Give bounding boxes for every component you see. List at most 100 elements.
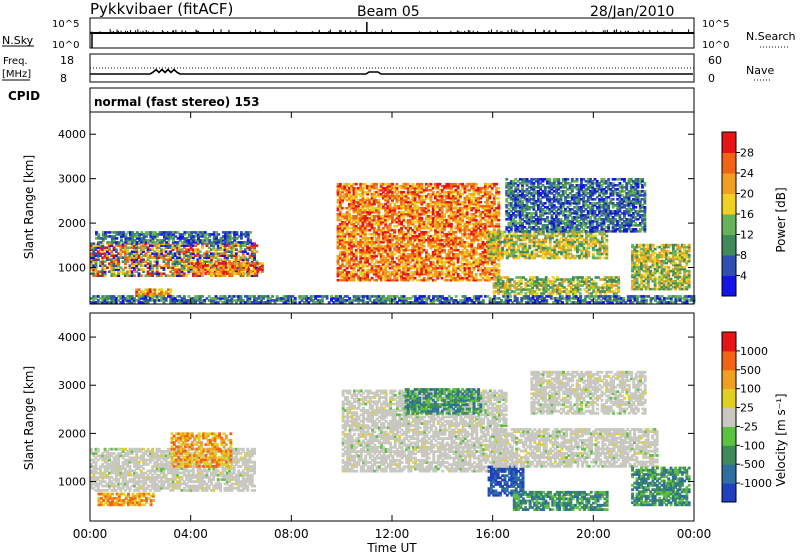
data-cell <box>176 256 179 259</box>
data-cell <box>393 218 397 222</box>
data-cell <box>483 270 487 274</box>
data-cell <box>92 250 96 253</box>
data-cell <box>359 198 363 202</box>
data-cell <box>503 252 507 256</box>
data-cell <box>447 208 451 212</box>
data-cell <box>447 216 451 220</box>
data-cell <box>402 232 406 236</box>
data-cell <box>343 236 347 240</box>
data-cell <box>486 186 489 190</box>
data-cell <box>165 231 169 234</box>
data-cell <box>427 258 431 262</box>
data-cell <box>486 196 489 200</box>
data-cell <box>404 234 408 238</box>
data-cell <box>490 248 494 252</box>
data-cell <box>461 278 465 282</box>
data-cell <box>228 254 232 257</box>
data-cell <box>479 238 483 242</box>
data-cell <box>445 186 449 190</box>
data-cell <box>483 234 487 238</box>
data-cell <box>397 184 401 188</box>
data-cell <box>418 194 422 198</box>
data-cell <box>381 246 385 250</box>
data-cell <box>216 258 220 261</box>
data-cell <box>338 238 342 242</box>
data-cell <box>388 244 392 248</box>
data-cell <box>363 260 367 264</box>
data-cell <box>447 182 451 186</box>
data-cell <box>205 256 209 259</box>
data-cell <box>121 270 125 273</box>
data-cell <box>384 202 388 206</box>
data-cell <box>165 241 169 244</box>
data-cell <box>341 234 345 238</box>
data-cell <box>472 192 476 196</box>
data-cell <box>192 266 196 269</box>
data-cell <box>391 278 394 282</box>
data-cell <box>386 228 390 232</box>
data-cell <box>117 270 121 273</box>
data-cell <box>254 272 257 275</box>
data-cell <box>210 256 213 259</box>
data-cell <box>90 258 93 261</box>
data-cell <box>443 244 446 248</box>
data-cell <box>242 241 246 244</box>
data-cell <box>348 244 351 248</box>
data-cell <box>359 228 363 232</box>
data-cell <box>449 262 453 266</box>
data-cell <box>429 262 433 266</box>
data-cell <box>183 233 187 236</box>
power-data <box>90 178 696 304</box>
data-cell <box>366 270 369 274</box>
data-cell <box>343 274 347 278</box>
data-cell <box>434 186 437 190</box>
data-cell <box>233 272 237 275</box>
data-cell <box>244 250 247 253</box>
data-cell <box>449 270 453 274</box>
data-cell <box>206 264 210 267</box>
data-cell <box>452 184 455 188</box>
data-cell <box>182 274 186 277</box>
data-cell <box>187 254 191 257</box>
data-cell <box>503 240 507 244</box>
data-cell <box>481 264 485 268</box>
data-cell <box>415 210 419 214</box>
data-cell <box>384 232 388 236</box>
data-cell <box>472 188 476 192</box>
data-cell <box>474 184 478 188</box>
data-cell <box>336 258 340 262</box>
data-cell <box>413 246 417 250</box>
data-cell <box>361 252 365 256</box>
data-cell <box>510 254 514 258</box>
data-cell <box>413 188 417 192</box>
data-cell <box>445 218 449 222</box>
data-cell <box>452 218 455 222</box>
data-cell <box>162 244 166 247</box>
data-cell <box>352 228 356 232</box>
data-cell <box>366 224 369 228</box>
data-cell <box>135 252 139 255</box>
data-cell <box>110 260 114 263</box>
data-cell <box>452 254 455 258</box>
data-cell <box>454 188 458 192</box>
data-cell <box>447 260 451 264</box>
data-cell <box>468 218 471 222</box>
data-cell <box>388 184 392 188</box>
data-cell <box>381 264 385 268</box>
data-cell <box>221 244 225 247</box>
data-cell <box>189 244 193 247</box>
data-cell <box>461 192 465 196</box>
data-cell <box>375 266 378 270</box>
data-cell <box>352 216 356 220</box>
data-cell <box>246 252 250 255</box>
data-cell <box>225 256 229 259</box>
data-cell <box>363 254 367 258</box>
data-cell <box>135 264 139 267</box>
data-cell <box>178 254 182 257</box>
data-cell <box>429 268 433 272</box>
data-cell <box>114 254 118 257</box>
data-cell <box>379 244 383 248</box>
data-cell <box>384 278 388 282</box>
data-cell <box>429 182 433 186</box>
data-cell <box>481 226 485 230</box>
